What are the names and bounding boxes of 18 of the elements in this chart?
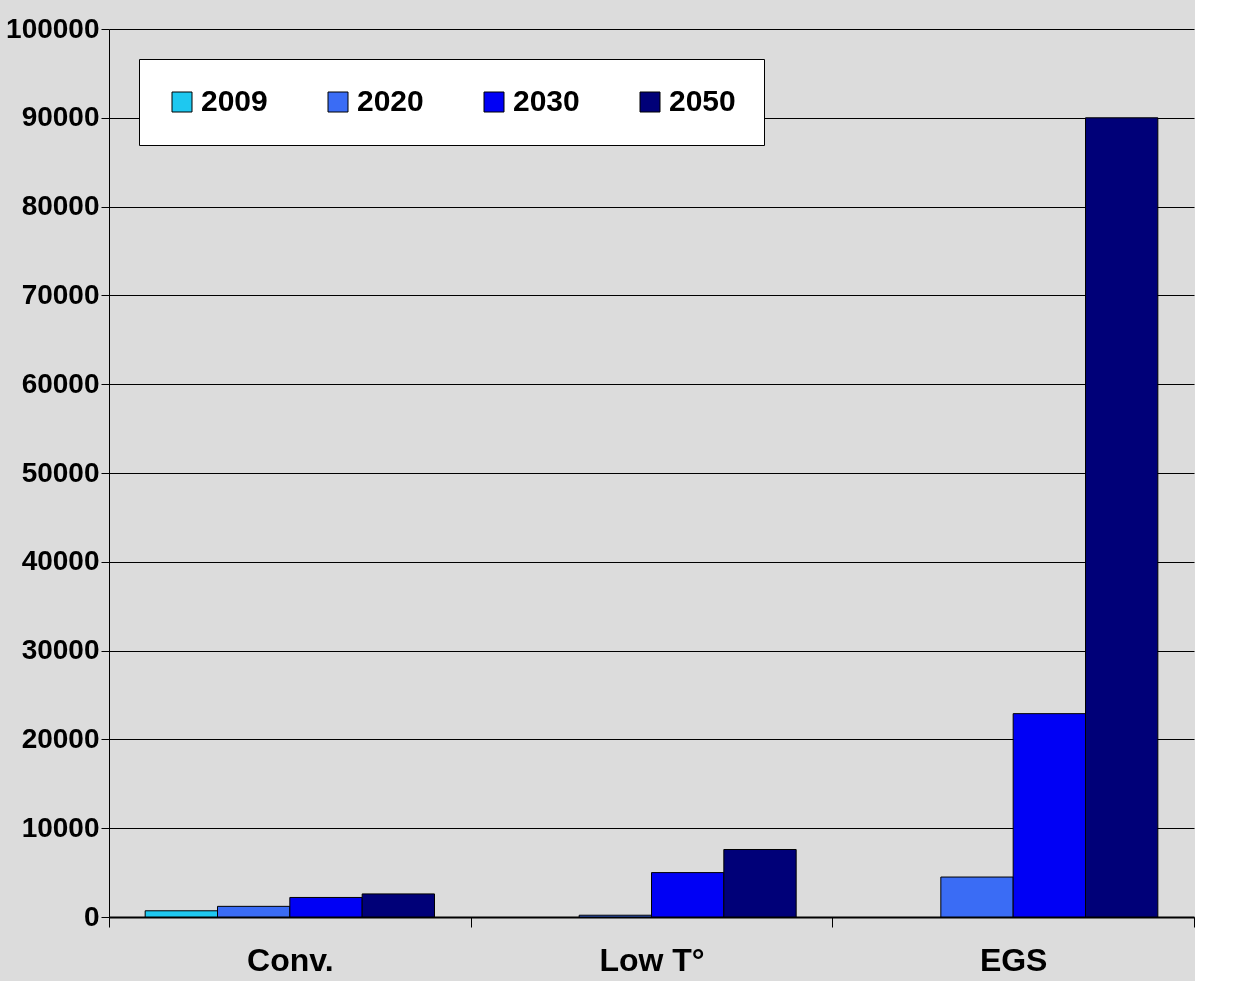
legend-label: 2050 [669,84,736,117]
y-tick-label: 40000 [21,545,100,577]
y-tick-label: 80000 [21,190,100,222]
legend-label: 2030 [513,84,580,117]
legend-label: 2020 [357,84,424,117]
y-tick-label: 90000 [21,101,100,133]
y-tick-label: 10000 [21,811,100,843]
y-tick-label: 70000 [21,278,100,310]
x-tick-label: Low T° [599,941,705,978]
y-tick-label: 60000 [21,367,100,399]
y-tick-label: 50000 [21,456,100,488]
y-tick-label: 30000 [21,634,100,666]
legend-label: 2009 [201,84,268,117]
y-tick-label: 0 [83,900,100,932]
y-tick-label: 100000 [6,12,100,44]
x-tick-label: EGS [979,941,1048,978]
x-tick-label: Conv. [247,941,334,978]
y-tick-label: 20000 [21,722,100,754]
